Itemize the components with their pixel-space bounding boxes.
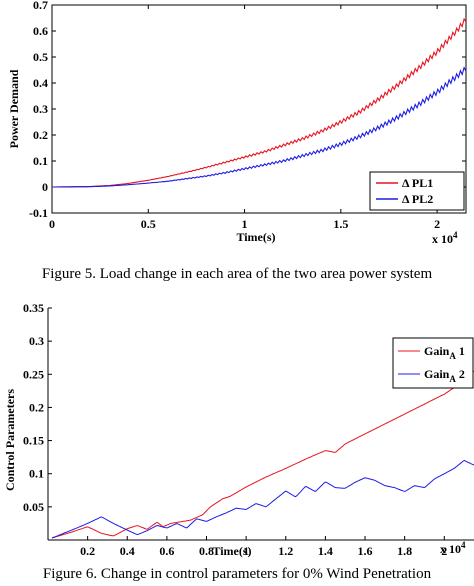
y-tick-label: 0.35 (23, 301, 44, 315)
x-tick-label: 1 (242, 217, 248, 231)
y-tick-label: 0 (42, 180, 48, 194)
legend-label-pl1: Δ PL1 (402, 176, 433, 190)
figure-6-caption: Figure 6. Change in control parameters f… (42, 566, 432, 582)
y-axis-label: Power Demand (7, 69, 21, 148)
x-tick-label: 0.5 (141, 217, 156, 231)
x-tick-label: 2 (434, 217, 440, 231)
x-tick-label: 0 (49, 217, 55, 231)
x-tick-label: 0.2 (80, 544, 95, 558)
x-tick-label: 0.4 (120, 544, 135, 558)
y-tick-label: 0.5 (33, 50, 48, 64)
x-axis-label: Time(s) (212, 544, 251, 558)
x-multiplier: x 104 (440, 540, 466, 556)
figure-5-caption: Figure 5. Load change in each area of th… (41, 266, 433, 282)
y-tick-label: 0.25 (23, 367, 44, 381)
x-tick-label: 0.6 (159, 544, 174, 558)
legend: Δ PL1 Δ PL2 (369, 171, 465, 211)
x-axis-label: Time(s) (236, 230, 275, 244)
x-tick-label: 1.5 (333, 217, 348, 231)
y-tick-label: 0.7 (33, 0, 48, 12)
y-tick-label: 0.3 (33, 102, 48, 116)
legend-label-gain1: GainA 1 (424, 344, 465, 361)
series-lines (51, 370, 474, 539)
x-tick-label: 1 (243, 544, 249, 558)
x-multiplier: x 104 (432, 230, 458, 246)
y-tick-label: 0.4 (33, 76, 48, 90)
x-tick-label: 0.8 (199, 544, 214, 558)
series-line-2 (51, 459, 474, 539)
legend: GainA 1 GainA 2 (392, 337, 474, 389)
legend-box (392, 337, 474, 389)
legend-box (369, 171, 465, 211)
x-tick-label: 1.6 (358, 544, 373, 558)
series-line-1 (52, 17, 467, 188)
y-tick-label: 0.15 (23, 434, 44, 448)
series-line-2 (52, 66, 467, 188)
y-tick-label: 0.2 (29, 400, 44, 414)
x-tick-label: 1.2 (278, 544, 293, 558)
x-tick-label: 2 (441, 544, 447, 558)
chart-power-demand: 0 0.5 1 1.5 2-0.100.10.20.30.40.50.60.7 Time… (7, 0, 467, 246)
y-tick-label: 0.1 (33, 154, 48, 168)
series-line-1 (51, 370, 474, 539)
y-tick-label: 0.05 (23, 500, 44, 514)
legend-label-gain2: GainA 2 (424, 367, 465, 384)
axis-ticks: 0.2 0.4 0.6 0.8 1 1.2 1.4 1.6 1.8 2 0.05 0.1 0.15 0.2… (23, 301, 447, 558)
series-lines (52, 17, 467, 188)
chart-control-parameters: 0.2 0.4 0.6 0.8 1 1.2 1.4 1.6 1.8 2 0.05 0.1 0.15 0.2… (3, 301, 474, 558)
legend-label-pl2: Δ PL2 (402, 192, 433, 206)
y-tick-label: 0.6 (33, 24, 48, 38)
y-axis-label: Control Parameters (3, 389, 17, 491)
x-tick-label: 1.4 (318, 544, 333, 558)
y-tick-label: -0.1 (29, 206, 48, 220)
y-tick-label: 0.3 (29, 334, 44, 348)
y-tick-label: 0.2 (33, 128, 48, 142)
y-tick-label: 0.1 (29, 467, 44, 481)
x-tick-label: 1.8 (397, 544, 412, 558)
